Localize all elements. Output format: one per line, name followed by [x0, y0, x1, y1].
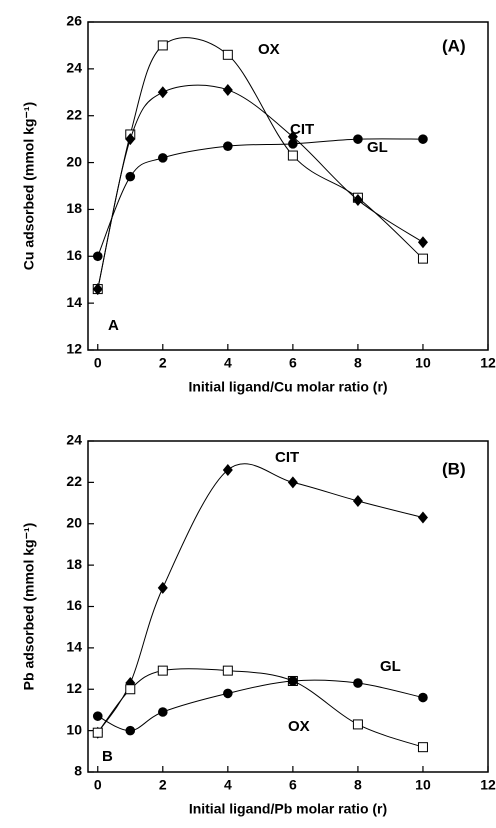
marker	[222, 665, 233, 676]
y-tick-label: 26	[66, 13, 82, 29]
annotation: CIT	[275, 449, 299, 466]
marker	[222, 83, 233, 96]
y-tick-label: 20	[66, 153, 82, 169]
marker	[352, 719, 363, 730]
annotation: B	[102, 748, 113, 765]
marker	[288, 676, 298, 686]
x-tick-label: 0	[94, 777, 102, 793]
marker	[417, 253, 428, 264]
x-tick-label: 12	[480, 355, 496, 371]
marker	[157, 665, 168, 676]
y-tick-label: 22	[66, 473, 82, 489]
x-tick-label: 10	[415, 777, 431, 793]
y-axis-label: Cu adsorbed (mmol kg⁻¹)	[21, 102, 37, 270]
x-tick-label: 4	[224, 777, 232, 793]
curve	[97, 138, 423, 257]
marker	[125, 133, 136, 146]
annotation: GL	[380, 658, 401, 675]
annotation: OX	[258, 41, 280, 58]
y-tick-label: 8	[74, 763, 82, 779]
marker	[353, 134, 363, 144]
x-tick-label: 4	[224, 355, 232, 371]
marker	[157, 86, 168, 99]
marker	[417, 742, 428, 753]
marker	[223, 688, 233, 699]
marker	[157, 153, 168, 163]
marker	[417, 236, 428, 249]
y-axis-label: Pb adsorbed (mmol kg⁻¹)	[21, 523, 37, 691]
curve	[97, 679, 424, 732]
curve	[97, 668, 424, 748]
plot-frame	[87, 21, 489, 351]
x-tick-label: 2	[159, 355, 167, 371]
x-axis-label: Initial ligand/Pb molar ratio (r)	[189, 801, 387, 817]
y-tick-label: 12	[66, 680, 82, 696]
annotation: (B)	[442, 459, 466, 478]
y-tick-label: 14	[66, 294, 82, 310]
y-tick-label: 18	[66, 556, 82, 572]
marker	[287, 476, 298, 489]
annotation: CIT	[290, 121, 314, 138]
curve	[97, 463, 424, 733]
marker	[288, 139, 298, 149]
marker	[352, 494, 363, 507]
marker	[92, 283, 103, 296]
marker	[125, 171, 136, 182]
marker	[92, 711, 103, 721]
marker	[287, 150, 298, 161]
marker	[418, 692, 428, 703]
x-tick-label: 6	[289, 355, 297, 371]
marker	[417, 511, 428, 524]
annotation: (A)	[442, 36, 466, 55]
x-tick-label: 8	[354, 355, 362, 371]
x-tick-label: 6	[289, 777, 297, 793]
marker	[157, 707, 168, 717]
marker	[92, 727, 103, 738]
marker	[222, 463, 233, 476]
marker	[157, 40, 168, 51]
x-axis-label: Initial ligand/Cu molar ratio (r)	[188, 379, 387, 395]
curve	[97, 84, 424, 290]
x-tick-label: 12	[480, 777, 496, 793]
marker	[125, 725, 136, 736]
annotation: GL	[367, 139, 388, 156]
marker	[125, 684, 136, 695]
y-tick-label: 16	[66, 247, 82, 263]
annotation: OX	[288, 718, 310, 735]
marker	[223, 141, 233, 151]
y-tick-label: 24	[66, 60, 82, 76]
marker	[418, 134, 428, 144]
x-tick-label: 10	[415, 355, 431, 371]
x-tick-label: 8	[354, 777, 362, 793]
y-tick-label: 22	[66, 106, 82, 122]
y-tick-label: 10	[66, 721, 82, 737]
marker	[352, 194, 363, 207]
y-tick-label: 18	[66, 200, 82, 216]
marker	[222, 49, 233, 60]
marker	[157, 581, 168, 594]
curve	[97, 37, 424, 290]
y-tick-label: 20	[66, 514, 82, 530]
annotation: A	[108, 317, 119, 334]
x-tick-label: 0	[94, 355, 102, 371]
y-tick-label: 16	[66, 597, 82, 613]
marker	[353, 678, 363, 688]
x-tick-label: 2	[159, 777, 167, 793]
y-tick-label: 14	[66, 639, 82, 655]
y-tick-label: 24	[66, 432, 82, 448]
y-tick-label: 12	[66, 341, 82, 357]
marker	[92, 251, 103, 262]
